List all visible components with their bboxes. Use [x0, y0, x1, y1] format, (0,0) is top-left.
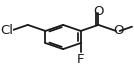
- Text: F: F: [77, 53, 84, 66]
- Text: O: O: [113, 24, 123, 37]
- Text: O: O: [94, 5, 104, 18]
- Text: Cl: Cl: [1, 24, 14, 37]
